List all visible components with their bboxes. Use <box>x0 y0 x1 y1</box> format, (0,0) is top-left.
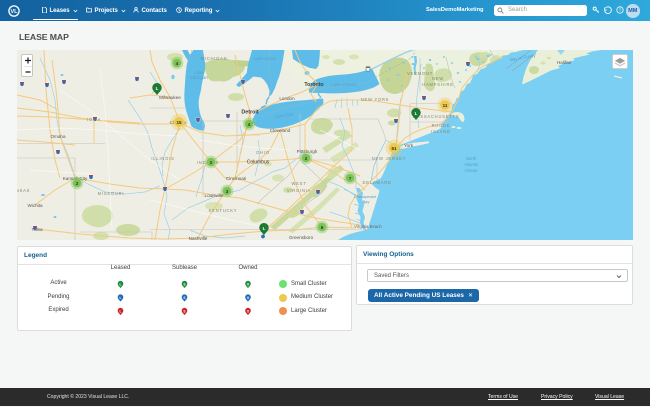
svg-text:2: 2 <box>305 156 308 161</box>
svg-text:MICHIGAN: MICHIGAN <box>201 56 228 61</box>
svg-text:Milwaukee: Milwaukee <box>159 95 181 100</box>
svg-text:ILLINOIS: ILLINOIS <box>151 156 174 161</box>
svg-text:Tulsa: Tulsa <box>31 227 43 232</box>
svg-text:7: 7 <box>349 176 352 181</box>
svg-text:2: 2 <box>76 181 79 186</box>
svg-text:Lake Erie: Lake Erie <box>274 112 294 120</box>
svg-text:11: 11 <box>443 103 448 108</box>
svg-text:RHODE: RHODE <box>432 123 451 128</box>
svg-text:Louisville: Louisville <box>205 193 224 198</box>
svg-text:Michigan: Michigan <box>190 75 208 80</box>
svg-text:VERMONT: VERMONT <box>407 71 433 76</box>
svg-text:North: North <box>466 156 477 161</box>
svg-text:61: 61 <box>391 146 397 151</box>
svg-text:Atlantic: Atlantic <box>463 162 479 167</box>
svg-text:KENTUCKY: KENTUCKY <box>209 208 238 213</box>
svg-text:London: London <box>279 96 295 101</box>
svg-text:MASSACHUSETTS: MASSACHUSETTS <box>413 114 460 119</box>
svg-text:Lake Ontario: Lake Ontario <box>331 82 357 87</box>
svg-text:Chesapeake: Chesapeake <box>354 194 377 199</box>
svg-text:Pittsburgh: Pittsburgh <box>297 149 318 154</box>
svg-text:15: 15 <box>176 120 182 125</box>
svg-text:NEW YORK: NEW YORK <box>361 97 390 102</box>
svg-text:Omaha: Omaha <box>50 134 66 139</box>
svg-text:VL: VL <box>10 9 18 15</box>
svg-text:S: S <box>183 309 185 313</box>
svg-text:VIRGINIA: VIRGINIA <box>287 188 311 193</box>
svg-text:Kansas City: Kansas City <box>63 176 88 181</box>
svg-text:ISLAND: ISLAND <box>431 129 451 134</box>
svg-text:NEW: NEW <box>432 76 444 81</box>
svg-text:OHIO: OHIO <box>256 150 270 155</box>
svg-text:4: 4 <box>176 61 179 66</box>
svg-text:O: O <box>247 296 250 300</box>
svg-text:Virginia Beach: Virginia Beach <box>354 224 382 229</box>
svg-text:Halifax: Halifax <box>557 60 572 65</box>
svg-text:S: S <box>183 296 185 300</box>
svg-text:S: S <box>183 282 185 286</box>
svg-text:O: O <box>247 282 250 286</box>
svg-text:Cincinnati: Cincinnati <box>226 176 246 181</box>
svg-text:Nashville: Nashville <box>189 236 208 240</box>
svg-text:NEW JERSEY: NEW JERSEY <box>372 156 407 161</box>
svg-text:4: 4 <box>248 122 251 127</box>
svg-text:L: L <box>120 309 122 313</box>
svg-text:L: L <box>120 296 122 300</box>
svg-text:3: 3 <box>226 189 229 194</box>
svg-text:York: York <box>404 143 414 148</box>
svg-text:?: ? <box>619 8 622 13</box>
svg-text:Ocean: Ocean <box>465 168 478 173</box>
svg-text:WEST: WEST <box>291 181 306 186</box>
svg-text:IOWA: IOWA <box>87 117 101 122</box>
svg-text:O: O <box>247 309 250 313</box>
svg-text:Bay of Fundy: Bay of Fundy <box>510 53 537 63</box>
svg-text:Cleveland: Cleveland <box>270 128 291 133</box>
svg-text:Wichita: Wichita <box>27 203 43 208</box>
svg-text:2: 2 <box>210 160 213 165</box>
svg-text:6: 6 <box>321 225 324 230</box>
svg-text:MISSOURI: MISSOURI <box>98 191 125 196</box>
svg-text:Lake Huron: Lake Huron <box>254 56 277 61</box>
svg-text:Detroit: Detroit <box>241 110 259 116</box>
svg-text:Greensboro: Greensboro <box>289 235 314 240</box>
svg-text:Bay: Bay <box>363 199 371 204</box>
svg-text:Lake: Lake <box>194 70 204 75</box>
svg-text:DELAWARE: DELAWARE <box>362 180 391 185</box>
svg-text:HAMPSHIRE: HAMPSHIRE <box>422 82 454 87</box>
svg-text:NSAS: NSAS <box>17 188 30 193</box>
svg-text:Columbus: Columbus <box>247 160 270 166</box>
svg-text:L: L <box>120 282 122 286</box>
svg-text:Toronto: Toronto <box>304 82 323 88</box>
